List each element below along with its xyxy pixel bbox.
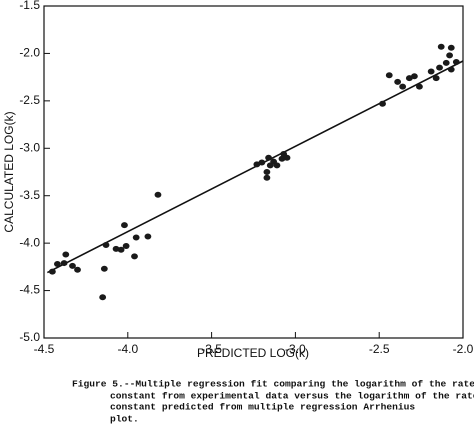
data-point	[154, 191, 162, 198]
y-tick-label: -4.0	[19, 235, 40, 249]
data-point	[60, 260, 68, 267]
data-point	[74, 266, 81, 273]
data-point	[410, 73, 418, 80]
caption-line: plot.	[110, 414, 139, 425]
y-tick-label: -4.5	[19, 283, 40, 297]
data-point	[437, 43, 445, 50]
y-tick-label: -2.5	[19, 93, 40, 107]
plot-frame	[43, 5, 464, 339]
data-point	[436, 64, 443, 71]
data-point	[273, 162, 281, 169]
data-point	[446, 52, 453, 59]
data-point	[131, 253, 138, 260]
x-tick-label: -3.0	[285, 342, 306, 356]
data-point	[54, 261, 61, 268]
data-point	[263, 174, 271, 181]
data-point	[385, 72, 393, 79]
x-tick-label: -2.5	[369, 342, 390, 356]
data-point	[394, 78, 402, 85]
data-point	[447, 66, 455, 73]
data-point	[100, 265, 108, 272]
y-tick-label: -3.0	[19, 140, 40, 154]
data-point	[427, 68, 435, 75]
data-point	[416, 83, 423, 90]
data-point	[122, 242, 130, 249]
data-point	[69, 262, 76, 269]
data-point	[379, 100, 386, 107]
y-tick-label: -5.0	[19, 330, 40, 344]
data-point	[283, 154, 291, 161]
caption-line: constant predicted from multiple regress…	[110, 402, 415, 413]
data-point	[258, 159, 266, 166]
data-point	[447, 44, 455, 51]
data-point	[102, 242, 110, 249]
data-point	[265, 154, 272, 161]
y-tick-label: -2.0	[19, 46, 40, 60]
x-axis-label: PREDICTED LOG(k)	[197, 346, 309, 360]
x-tick-label: -3.5	[201, 342, 222, 356]
data-point	[48, 268, 56, 275]
data-point	[62, 251, 70, 258]
data-point	[442, 59, 450, 66]
y-tick-label: -1.5	[19, 0, 40, 12]
data-point	[121, 222, 128, 229]
data-point	[117, 246, 125, 253]
y-tick-label: -3.5	[19, 188, 40, 202]
data-point	[99, 294, 107, 301]
data-point	[144, 233, 152, 240]
data-point	[263, 169, 271, 175]
caption-line: Figure 5.--Multiple regression fit compa…	[72, 379, 474, 390]
x-tick-label: -4.5	[34, 342, 55, 356]
x-tick-label: -4.0	[117, 342, 138, 356]
x-tick-label: -2.0	[453, 342, 474, 356]
data-point	[432, 75, 440, 82]
data-point	[132, 234, 140, 241]
caption-line: constant from experimental data versus t…	[110, 391, 474, 402]
data-point	[399, 83, 407, 90]
data-point	[452, 58, 460, 65]
y-axis-label: CALCULATED LOG(k)	[2, 111, 16, 232]
